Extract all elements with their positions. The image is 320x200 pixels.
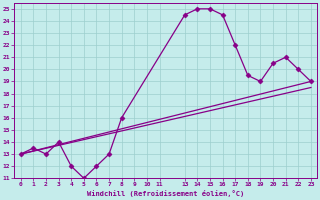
X-axis label: Windchill (Refroidissement éolien,°C): Windchill (Refroidissement éolien,°C) <box>87 190 244 197</box>
